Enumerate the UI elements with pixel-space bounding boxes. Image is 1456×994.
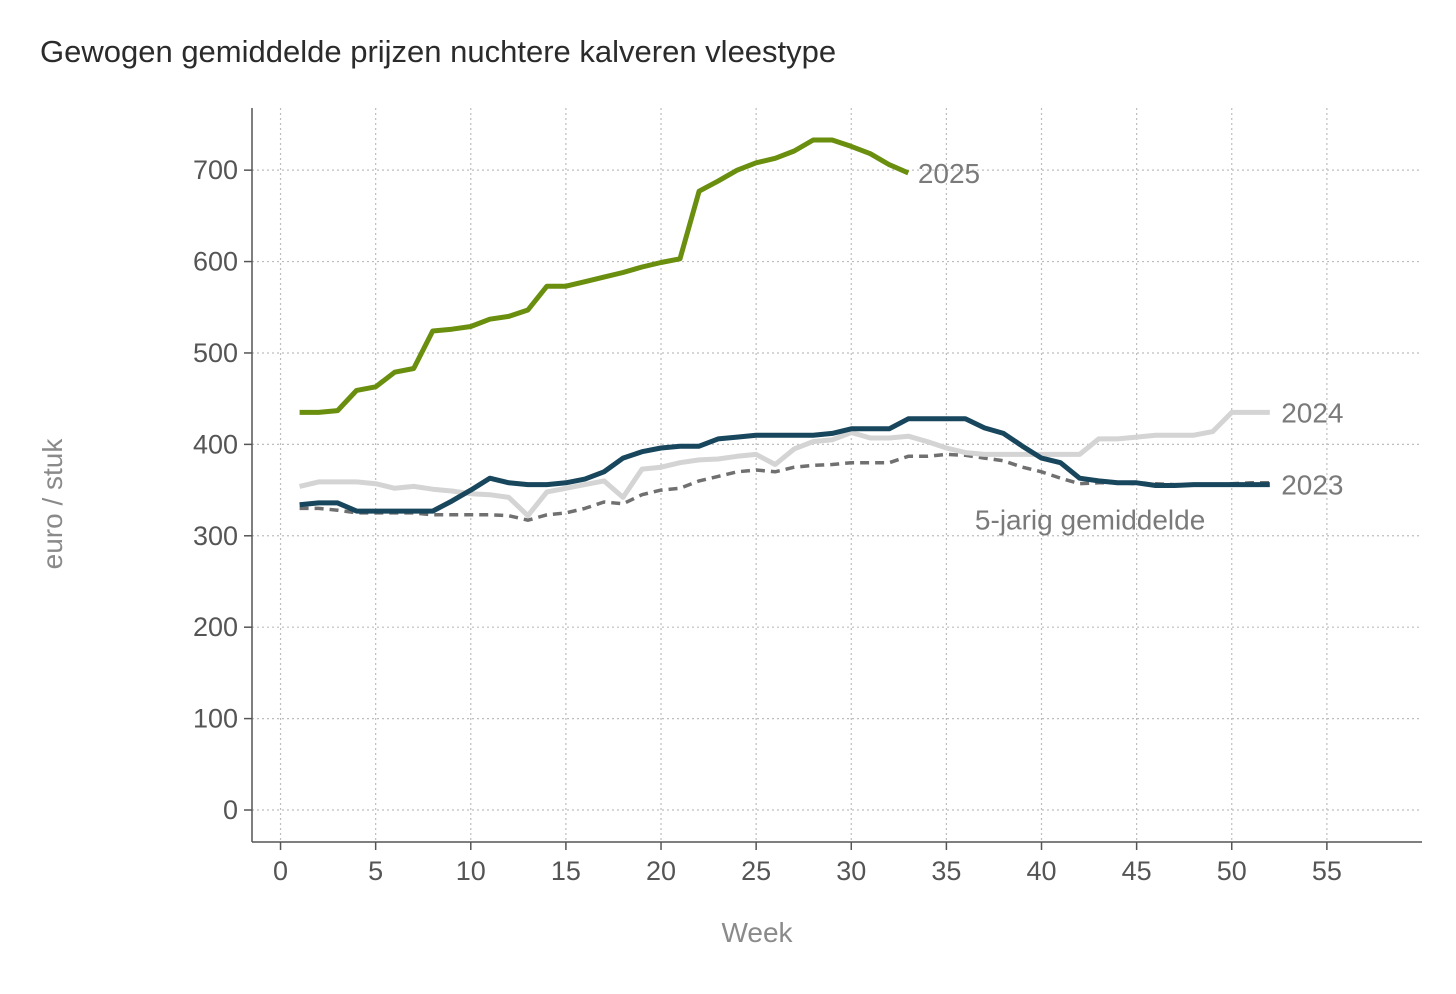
x-tick-label: 20 <box>646 856 676 886</box>
grid <box>252 108 1422 842</box>
series-lines <box>299 137 1270 522</box>
axes: 0 5 10 15 20 25 30 35 40 45 50 55010020030040050060… <box>193 108 1422 886</box>
series-line-2023 <box>299 416 1270 514</box>
x-tick-label: 55 <box>1312 856 1342 886</box>
x-tick-label: 50 <box>1217 856 1247 886</box>
series-label-2023: 2023 <box>1281 470 1343 501</box>
x-tick-label: 40 <box>1026 856 1056 886</box>
series-labels: 2025 2024 2023 5-jarig gemiddelde <box>918 158 1344 535</box>
chart-title: Gewogen gemiddelde prijzen nuchtere kalv… <box>40 34 837 69</box>
x-tick-label: 10 <box>456 856 486 886</box>
x-axis-title: Week <box>721 917 793 948</box>
series-line-2024 <box>299 409 1270 519</box>
x-tick-label: 15 <box>551 856 581 886</box>
y-tick-label: 400 <box>193 429 238 459</box>
y-tick-label: 0 <box>223 795 238 825</box>
y-tick-label: 500 <box>193 338 238 368</box>
y-axis-title: euro / stuk <box>37 438 68 570</box>
series-label-5-jarig-gemiddelde: 5-jarig gemiddelde <box>975 504 1205 535</box>
y-tick-label: 600 <box>193 247 238 277</box>
y-tick-label: 700 <box>193 155 238 185</box>
x-tick-label: 35 <box>931 856 961 886</box>
x-tick-label: 45 <box>1122 856 1152 886</box>
y-tick-label: 300 <box>193 521 238 551</box>
series-label-2024: 2024 <box>1281 397 1343 428</box>
series-label-2025: 2025 <box>918 158 980 189</box>
y-tick-label: 200 <box>193 612 238 642</box>
series-line-2025 <box>299 137 910 415</box>
x-tick-label: 25 <box>741 856 771 886</box>
x-tick-label: 0 <box>273 856 288 886</box>
x-tick-label: 30 <box>836 856 866 886</box>
y-tick-label: 100 <box>193 704 238 734</box>
x-tick-label: 5 <box>368 856 383 886</box>
